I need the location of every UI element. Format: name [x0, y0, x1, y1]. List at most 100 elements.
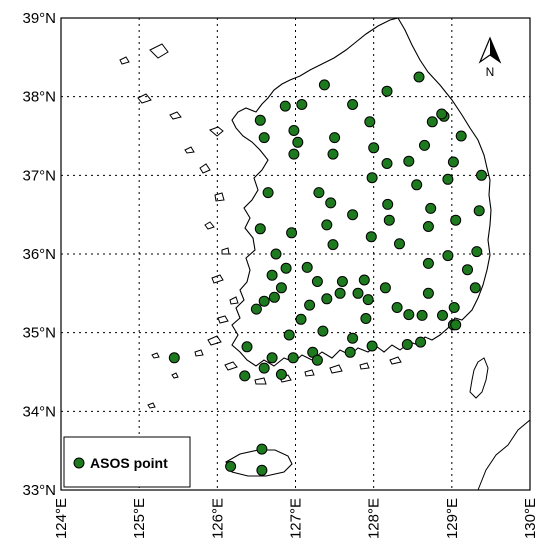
asos-station-marker [318, 79, 330, 91]
asos-station-marker [258, 295, 270, 307]
asos-station-marker [301, 261, 313, 273]
legend-box [63, 436, 191, 488]
asos-station-marker [462, 264, 473, 276]
lon-tick-label: 124°E [53, 498, 70, 539]
asos-station-marker [258, 362, 270, 374]
asos-station-marker [288, 125, 300, 136]
legend-label: ASOS point [90, 455, 168, 471]
coastline [119, 17, 531, 491]
asos-station-marker [280, 262, 292, 274]
asos-station-marker [471, 246, 483, 258]
grid-lines [61, 18, 530, 490]
lat-tick-label: 36°N [22, 246, 56, 263]
asos-station-marker [382, 198, 394, 210]
asos-station-marker [241, 341, 253, 353]
map-frame [60, 17, 531, 491]
asos-station-marker [313, 187, 325, 199]
lon-tick-label: 129°E [444, 498, 461, 539]
asos-station-marker [344, 346, 356, 358]
asos-station-marker [286, 227, 298, 239]
asos-station-marker [317, 325, 329, 337]
asos-station-marker [329, 132, 341, 144]
asos-station-marker [362, 294, 374, 306]
asos-station-marker [383, 214, 395, 226]
asos-station-marker [437, 309, 448, 321]
asos-station-marker [391, 302, 403, 313]
asos-station-marker [415, 336, 427, 348]
tsushima-island [469, 357, 489, 399]
asos-station-marker [447, 156, 459, 168]
asos-station-marker [419, 139, 430, 151]
lon-tick-label: 125°E [131, 498, 148, 539]
asos-station-marker [358, 274, 370, 286]
asos-station-marker [455, 130, 467, 142]
asos-station-marker [442, 173, 454, 185]
asos-station-marker [473, 205, 485, 217]
asos-station-marker [425, 202, 437, 214]
legend: ASOS point [63, 436, 191, 488]
asos-station-marker [288, 148, 300, 160]
asos-station-marker [448, 302, 460, 313]
asos-station-marker [436, 108, 448, 120]
asos-station-marker [352, 287, 364, 299]
asos-station-marker [254, 223, 266, 235]
asos-station-marker [394, 238, 405, 250]
lon-tick-label: 126°E [209, 498, 226, 539]
asos-station-marker [266, 352, 278, 364]
asos-station-marker [296, 99, 308, 110]
asos-station-marker [422, 257, 434, 269]
asos-station-marker [450, 214, 462, 226]
asos-station-marker [365, 231, 377, 243]
asos-station-marker [275, 368, 287, 380]
asos-station-marker [442, 250, 454, 262]
asos-station-marker [256, 464, 268, 476]
lat-tick-label: 38°N [22, 89, 56, 106]
asos-station-marker [364, 116, 376, 128]
asos-station-marker [403, 309, 415, 321]
lon-tick-label: 130°E [522, 498, 539, 539]
asos-station-marker [321, 293, 333, 305]
asos-station-marker [311, 354, 323, 366]
asos-station-marker [283, 329, 295, 341]
asos-station-marker [381, 85, 393, 97]
asos-station-marker [239, 370, 251, 382]
asos-station-marker [311, 276, 323, 287]
asos-station-marker [268, 291, 280, 303]
north-arrow: N [478, 36, 502, 79]
asos-station-marker [295, 313, 307, 325]
asos-station-marker [469, 282, 481, 294]
asos-station-marker [426, 116, 438, 128]
asos-station-marker [266, 269, 278, 281]
lat-tick-label: 39°N [22, 10, 56, 27]
legend-marker-icon [73, 457, 85, 469]
asos-station-marker [307, 346, 319, 358]
asos-station-marker [287, 352, 299, 364]
asos-station-marker [262, 187, 274, 199]
asos-station-marker [401, 339, 413, 350]
asos-station-marker [275, 282, 287, 294]
asos-station-marker [416, 309, 428, 321]
asos-station-marker [366, 172, 378, 184]
asos-station-marker [168, 352, 180, 364]
asos-station-marker [411, 179, 423, 191]
asos-station-marker [413, 71, 425, 83]
asos-station-marker [347, 99, 359, 110]
mainland-coast [231, 17, 492, 367]
asos-station-marker [325, 197, 337, 209]
asos-station-marker [279, 100, 291, 112]
asos-station-marker [327, 148, 339, 160]
axis-ticks: 124°E 125°E 126°E 127°E 128°E 129°E 130°E 33°N 3… [22, 10, 539, 539]
lat-tick-label: 33°N [22, 482, 56, 499]
asos-station-marker [368, 142, 380, 154]
asos-station-marker [422, 287, 434, 299]
asos-station-marker [422, 221, 434, 232]
asos-station-marker [347, 209, 359, 221]
asos-station-marker [258, 132, 270, 144]
lat-tick-label: 37°N [22, 167, 56, 184]
asos-station-marker [304, 299, 316, 311]
asos-station-marker [360, 313, 372, 324]
asos-station-marker [347, 332, 359, 344]
asos-station-marker [250, 303, 262, 315]
asos-station-marker [476, 169, 487, 181]
north-label: N [486, 65, 495, 79]
